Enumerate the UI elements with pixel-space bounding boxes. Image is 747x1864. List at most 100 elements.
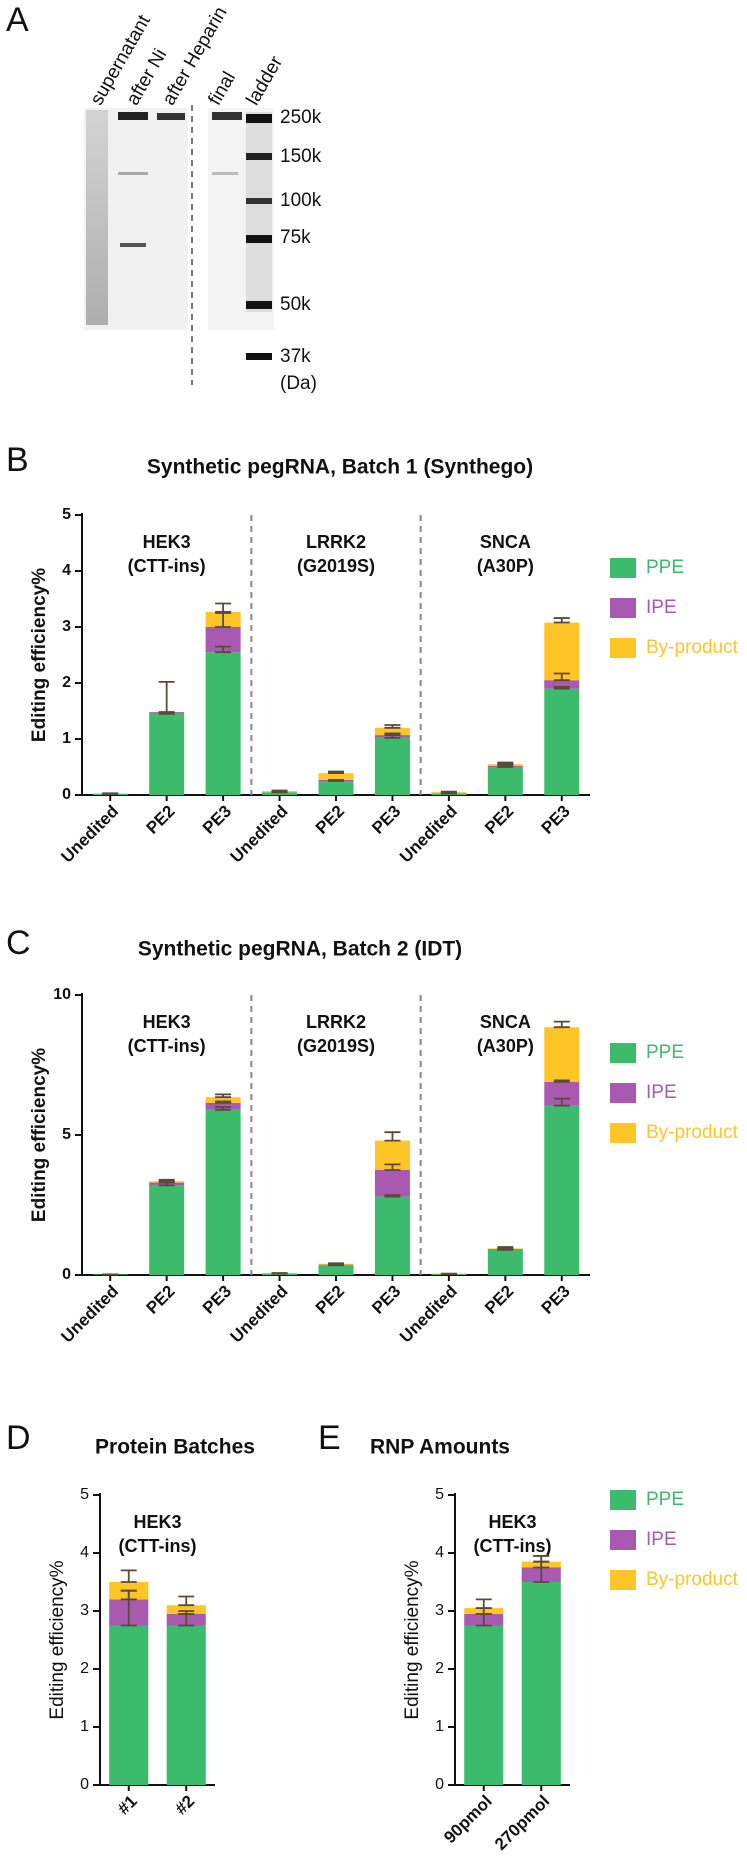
error-bar (178, 1595, 195, 1607)
legend-swatch (610, 1043, 636, 1063)
bar-segment (544, 688, 580, 795)
legend-swatch (610, 1570, 636, 1590)
group-detail: (A30P) (477, 1036, 534, 1056)
chart-title: Synthetic pegRNA, Batch 2 (IDT) (138, 938, 462, 961)
x-tick-label: PE2 (481, 1282, 517, 1318)
y-tick-label: 4 (80, 1544, 89, 1561)
error-bar (271, 789, 288, 792)
error-bar (497, 761, 514, 766)
chart-title: RNP Amounts (370, 1436, 510, 1459)
error-bar (533, 1555, 550, 1563)
panel-label: E (318, 1419, 341, 1457)
bar-segment (109, 1625, 149, 1785)
y-tick-label: 2 (435, 1660, 444, 1677)
legend-label: IPE (646, 1082, 677, 1103)
legend-swatch (610, 1490, 636, 1510)
lane-label: ladder (242, 52, 287, 109)
x-tick-label: PE2 (312, 802, 348, 838)
x-tick-label: PE3 (538, 1282, 574, 1318)
y-tick-label: 5 (80, 1486, 89, 1503)
y-axis-label: Editing efficiency% (29, 568, 50, 742)
y-tick-label: 4 (435, 1544, 444, 1561)
y-axis-label: Editing efficiency% (29, 1048, 50, 1222)
error-bar (120, 1589, 137, 1601)
error-bar (384, 732, 401, 736)
legend-label: By-product (646, 637, 739, 658)
bar-segment (374, 727, 410, 736)
y-tick-label: 0 (80, 1776, 89, 1793)
x-tick-label: PE2 (481, 802, 517, 838)
legend-swatch (610, 558, 636, 578)
bar-segment (149, 1185, 185, 1275)
bar-segment (318, 773, 354, 780)
y-tick-label: 0 (62, 1266, 71, 1283)
group-label: LRRK2 (306, 532, 366, 552)
x-tick-label: PE2 (143, 802, 179, 838)
y-tick-label: 3 (62, 618, 71, 635)
y-tick-label: 0 (435, 1776, 444, 1793)
error-bar (384, 1163, 401, 1171)
x-tick-label: PE3 (199, 1282, 235, 1318)
bar-segment (149, 713, 185, 795)
bar-segment (544, 680, 580, 689)
x-tick-label: Unedited (57, 1282, 122, 1347)
group-label: HEK3 (133, 1512, 181, 1532)
error-bar (553, 1097, 570, 1107)
group-label: HEK3 (143, 1012, 191, 1032)
bar-segment (205, 1109, 241, 1275)
panel-label: D (6, 1419, 31, 1457)
legend-swatch (610, 638, 636, 658)
x-tick-label: PE2 (312, 1282, 348, 1318)
error-bar (158, 680, 175, 715)
legend-swatch (610, 1083, 636, 1103)
bar-segment (318, 1265, 354, 1275)
group-label: SNCA (480, 532, 531, 552)
group-detail: (CTT-ins) (128, 556, 206, 576)
legend-label: PPE (646, 1489, 684, 1510)
x-tick-label: #2 (171, 1792, 198, 1819)
y-tick-label: 2 (80, 1660, 89, 1677)
bar-segment (166, 1605, 206, 1614)
y-tick-label: 1 (62, 730, 71, 747)
x-tick-label: PE3 (199, 802, 235, 838)
marker-label: 75k (280, 227, 311, 248)
error-bar (475, 1598, 492, 1609)
group-detail: (G2019S) (297, 1036, 375, 1056)
lane-label: final (204, 68, 240, 109)
y-axis-label: Editing efficiency% (402, 1560, 423, 1719)
x-tick-label: Unedited (57, 802, 122, 867)
y-axis-label: Editing efficiency% (47, 1560, 68, 1719)
error-bar (553, 686, 570, 690)
bar-segment (544, 1081, 580, 1106)
panel-label: B (6, 441, 29, 479)
error-bar (553, 617, 570, 624)
bar-segment (166, 1625, 206, 1785)
marker-label: 100k (280, 190, 322, 211)
error-bar (178, 1610, 195, 1615)
group-label: HEK3 (143, 532, 191, 552)
bar-segment (544, 1105, 580, 1275)
error-bar (553, 672, 570, 682)
x-tick-label: #1 (114, 1792, 141, 1819)
x-tick-label: Unedited (227, 802, 292, 867)
y-tick-label: 2 (62, 674, 71, 691)
y-tick-label: 5 (62, 1126, 71, 1143)
legend-label: IPE (646, 597, 677, 618)
x-tick-label: 90pmol (440, 1792, 496, 1848)
legend-label: IPE (646, 1529, 677, 1550)
bar-segment (374, 737, 410, 795)
group-detail: (CTT-ins) (128, 1036, 206, 1056)
error-bar (384, 1131, 401, 1142)
group-label: LRRK2 (306, 1012, 366, 1032)
group-detail: (CTT-ins) (474, 1536, 552, 1556)
error-bar (328, 770, 344, 775)
error-bar (120, 1569, 137, 1583)
chart-title: Protein Batches (95, 1436, 255, 1459)
group-label: SNCA (480, 1012, 531, 1032)
marker-label: 150k (280, 146, 322, 167)
error-bar (215, 602, 232, 613)
bar-segment (521, 1582, 561, 1785)
error-bar (328, 1262, 344, 1265)
panel-label: C (6, 924, 31, 962)
